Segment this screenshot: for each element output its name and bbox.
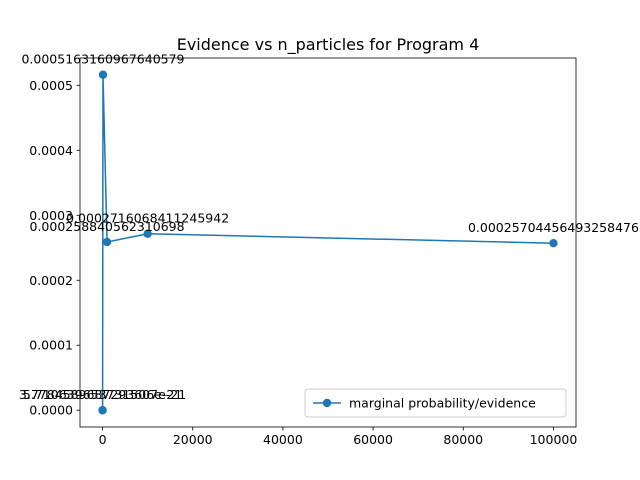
legend-marker [322, 398, 332, 408]
data-label: 3.7784589687293607e-21 [19, 387, 186, 402]
x-tick-label: 20000 [173, 432, 213, 447]
x-tick-label: 100000 [530, 432, 578, 447]
y-tick-label: 0.0002 [29, 273, 73, 288]
y-tick-label: 0.0000 [29, 403, 73, 418]
legend-box [304, 388, 567, 418]
legend: marginal probability/evidence [304, 388, 567, 418]
data-label: 0.000258840562310698 [30, 219, 185, 234]
y-tick-label: 0.0001 [29, 338, 73, 353]
legend-label: marginal probability/evidence [349, 396, 536, 411]
x-tick-label: 60000 [353, 432, 393, 447]
plot-area: 0 20000 40000 60000 80000 100000 0.0000 0.0001 0… [19, 52, 639, 447]
data-label: 0.00025704456493258476 [468, 220, 639, 235]
data-label: 0.0002716068411245942 [66, 211, 229, 226]
x-tick-label: 0 [99, 432, 107, 447]
data-point [98, 406, 107, 415]
y-tick-label: 0.0003 [29, 208, 73, 223]
y-tick-label: 0.0004 [29, 143, 73, 158]
data-point [98, 70, 108, 79]
chart-title: Evidence vs n_particles for Program 4 [177, 35, 480, 55]
y-tick-label: 0.0005 [29, 78, 73, 93]
data-point [102, 237, 112, 247]
x-tick-label: 40000 [263, 432, 303, 447]
x-tick-label: 80000 [443, 432, 483, 447]
data-label: 0.0005163160967640579 [21, 52, 184, 67]
data-label: 5.710639653731506e-21 [23, 387, 182, 402]
axes-frame [79, 57, 577, 428]
data-point [143, 229, 152, 238]
data-point [549, 238, 558, 248]
